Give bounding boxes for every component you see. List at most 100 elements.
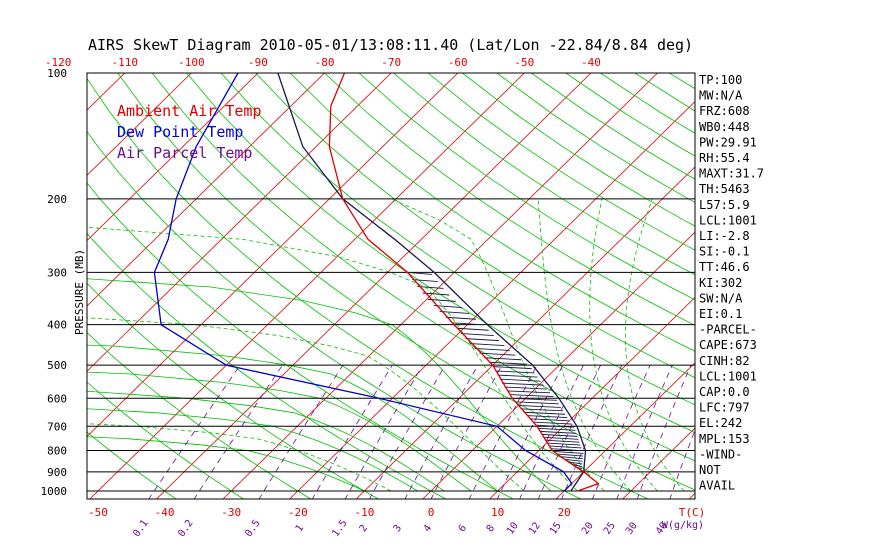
dry-adiabat-line (289, 73, 695, 352)
legend: Ambient Air Temp Dew Point Temp Air Parcel… (117, 102, 262, 162)
top-temp-tick-label: -50 (514, 56, 534, 69)
cape-hatch (541, 433, 578, 437)
isotherm-line (355, 166, 695, 499)
top-temp-tick-label: -60 (448, 56, 468, 69)
mixing-ratio-tick-label: 15 (548, 520, 564, 536)
dry-adiabat-line (87, 182, 515, 499)
cape-hatch (499, 378, 541, 382)
dry-adiabat-line (151, 73, 695, 462)
pressure-tick-label: 400 (47, 319, 67, 332)
cape-hatch (502, 382, 544, 386)
cape-hatch (451, 322, 484, 326)
cape-hatch (543, 436, 579, 440)
index-entry: CINH:82 (699, 354, 750, 368)
mixing-ratio-line (537, 365, 601, 499)
y-axis-label: PRESSURE (MB) (73, 249, 86, 335)
mixing-ratio-tick-label: 0.5 (243, 518, 262, 539)
cape-hatch (517, 404, 561, 408)
mixing-ratio-tick-label: 8 (485, 523, 497, 534)
index-entry: CAPE:673 (699, 338, 757, 352)
mixing-ratio-tick-label: 4 (422, 523, 434, 534)
cape-hatch (469, 343, 505, 347)
mixing-ratio-tick-label: 6 (457, 523, 469, 534)
isotherm-line (87, 73, 392, 372)
index-entry: CAP:0.0 (699, 385, 750, 399)
index-entry: MAXT:31.7 (699, 167, 764, 181)
pressure-tick-label: 900 (47, 466, 67, 479)
cape-hatch (520, 408, 563, 412)
moist-adiabat-line (537, 198, 632, 492)
dry-adiabat-line (87, 232, 447, 499)
cape-hatch (497, 374, 538, 378)
mixing-ratio-line (669, 428, 695, 499)
index-entry: WB0:448 (699, 120, 750, 134)
dry-adiabat-line (117, 73, 695, 491)
cape-hatch (509, 394, 554, 398)
bottom-temp-tick-label: -20 (288, 506, 308, 519)
dry-adiabat-line (324, 73, 695, 326)
cape-hatch (539, 430, 577, 434)
pressure-tick-label: 300 (47, 266, 67, 279)
dry-adiabat-line (496, 73, 695, 203)
cape-hatch (465, 338, 499, 342)
mixing-ratio-line (311, 364, 393, 499)
dry-adiabat-line (393, 73, 695, 276)
cape-hatch (532, 421, 572, 425)
cape-hatch (407, 271, 433, 275)
index-entry: SI:-0.1 (699, 245, 750, 259)
cape-hatch (560, 456, 583, 460)
cape-hatch (456, 327, 489, 331)
index-entry: EL:242 (699, 416, 742, 430)
mixing-ratio-line (636, 365, 692, 499)
chart-title: AIRS SkewT Diagram 2010-05-01/13:08:11.4… (88, 36, 693, 54)
mixing-ratio-line (616, 365, 673, 499)
cape-hatch (439, 311, 470, 314)
mixing-ratio-tick-label: 30 (624, 520, 640, 536)
isotherm-line (222, 73, 658, 499)
mixing-ratio-line (430, 365, 503, 499)
cape-hatch (484, 357, 521, 361)
index-entry: AVAIL (699, 479, 735, 493)
index-entry: FRZ:608 (699, 104, 750, 118)
x-unit-label: T(C) (679, 506, 706, 519)
mixing-ratio-tick-label: 12 (527, 520, 543, 536)
top-temp-tick-label: -40 (581, 56, 601, 69)
index-entry: TH:5463 (699, 182, 750, 196)
cape-hatch (548, 445, 582, 449)
cape-hatch (495, 370, 535, 374)
dry-adiabat-line (87, 331, 312, 499)
index-entry: L57:5.9 (699, 198, 750, 212)
top-temp-tick-label: -70 (381, 56, 401, 69)
moist-adiabat-line (589, 198, 658, 492)
cape-hatch (433, 305, 463, 308)
mixing-ratio-line (468, 365, 538, 499)
mixing-ratio-tick-label: 1 (294, 523, 306, 534)
top-temp-tick-label: -100 (178, 56, 205, 69)
pressure-tick-label: 1000 (41, 485, 68, 498)
index-entry: -PARCEL- (699, 323, 757, 337)
cape-hatch (553, 450, 584, 454)
dry-adiabat-line (87, 381, 245, 499)
plot-frame (86, 72, 696, 500)
cape-hatch (546, 442, 581, 446)
mixing-ratio-line (561, 365, 623, 499)
pressure-tick-label: 200 (47, 193, 67, 206)
dry-adiabat-line (87, 431, 177, 499)
bottom-temp-tick-label: -50 (88, 506, 108, 519)
bottom-temp-tick-label: -40 (155, 506, 175, 519)
top-temp-tick-label: -120 (45, 56, 72, 69)
index-entry: -WIND- (699, 447, 742, 461)
cape-hatch (461, 333, 494, 336)
mixing-ratio-tick-label: 3 (392, 523, 404, 534)
isotherm-line (87, 73, 126, 111)
mixing-ratio-line (258, 364, 344, 499)
index-entry: KI:302 (699, 276, 742, 290)
cape-hatch (412, 279, 438, 283)
index-entry: MW:N/A (699, 89, 743, 103)
cape-hatch (568, 461, 583, 465)
dew-point-line (153, 73, 573, 492)
index-entry: EI:0.1 (699, 307, 742, 321)
isotherm-line (422, 231, 695, 499)
